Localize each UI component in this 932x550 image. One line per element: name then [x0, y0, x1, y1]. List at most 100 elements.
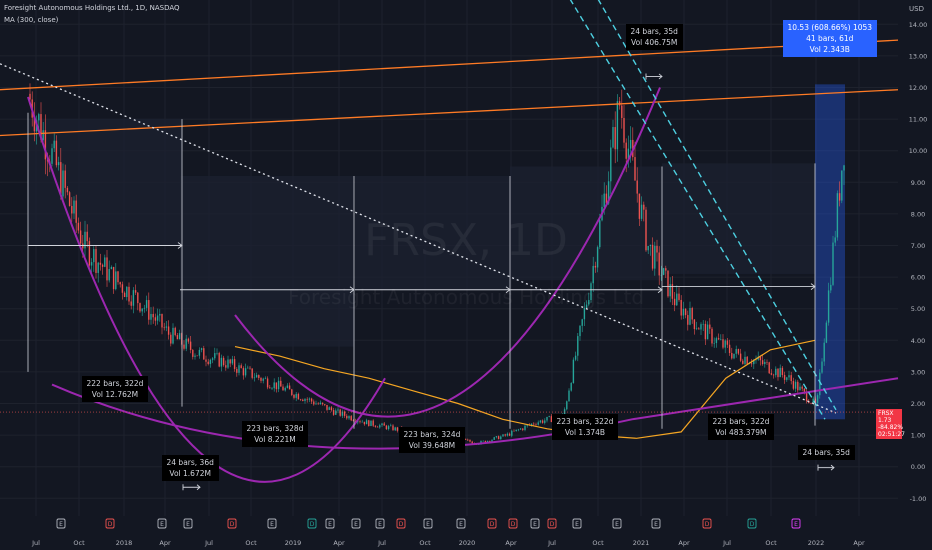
- event-label: E: [59, 521, 63, 528]
- candle-body: [792, 381, 795, 389]
- candle-body: [766, 361, 768, 363]
- candle-body: [302, 399, 304, 402]
- event-label: E: [160, 521, 164, 528]
- candle-body: [60, 162, 62, 197]
- candle-body: [746, 356, 748, 364]
- candle-body: [533, 423, 535, 425]
- candle-body: [733, 353, 735, 359]
- candle-body: [678, 293, 680, 300]
- candle-body: [231, 359, 234, 364]
- candle-body: [759, 356, 762, 361]
- candle-body: [269, 387, 271, 389]
- y-tick-label: 13.00: [909, 52, 928, 60]
- candle-body: [647, 246, 649, 251]
- chart-title: Foresight Autonomous Holdings Ltd., 1D, …: [4, 4, 180, 12]
- event-marker: [612, 518, 622, 529]
- y-tick-label: 5.00: [911, 305, 925, 313]
- candle-body: [273, 382, 275, 389]
- candle-body: [491, 439, 493, 442]
- candle-body: [596, 247, 599, 268]
- event-label: D: [399, 521, 404, 528]
- candle-body: [770, 373, 773, 375]
- y-tick-label: 3.00: [911, 368, 925, 376]
- event-marker: [351, 518, 361, 529]
- candle-body: [172, 327, 174, 344]
- candle-body: [93, 249, 95, 263]
- candle-body: [258, 375, 260, 378]
- candle-body: [379, 425, 381, 428]
- candle-body: [163, 327, 165, 329]
- candle-body: [464, 438, 467, 440]
- candle-body: [84, 231, 86, 249]
- candle-body: [546, 416, 548, 421]
- measure-label: 24 bars, 35d Vol 406.75M: [625, 23, 683, 50]
- event-marker: [307, 518, 317, 529]
- candle-body: [392, 425, 394, 431]
- event-label: D: [750, 521, 755, 528]
- candle-body: [159, 314, 161, 316]
- candle-body: [372, 420, 374, 426]
- event-marker: [157, 518, 167, 529]
- x-tick-label: Apr: [505, 539, 517, 547]
- event-marker: [105, 518, 115, 529]
- candle-body: [669, 284, 671, 297]
- candle-body: [772, 374, 775, 376]
- candle-body: [607, 181, 610, 204]
- candle-body: [68, 192, 71, 206]
- candles: [29, 83, 845, 446]
- candle-body: [57, 162, 60, 166]
- candle-body: [370, 420, 372, 427]
- candle-body: [764, 361, 766, 365]
- candle-body: [275, 382, 278, 390]
- candle-body: [222, 357, 225, 366]
- candle-body: [178, 333, 181, 340]
- candle-body: [62, 170, 64, 197]
- candle-body: [755, 359, 757, 361]
- candle-body: [383, 423, 385, 426]
- candle-body: [541, 420, 544, 423]
- candle-body: [599, 220, 601, 248]
- candle-body: [244, 368, 247, 376]
- candle-body: [209, 359, 212, 364]
- candle-body: [524, 425, 526, 430]
- cup-arc: [234, 87, 661, 418]
- selection-info-label: 10.53 (608.66%) 1053 41 bars, 61d Vol 2.34…: [782, 20, 878, 58]
- candle-body: [240, 365, 242, 369]
- candle-body: [662, 268, 665, 275]
- event-label: E: [186, 521, 190, 528]
- candle-body: [700, 324, 702, 330]
- candle-body: [284, 387, 286, 391]
- candle-body: [735, 349, 737, 354]
- candle-body: [262, 378, 264, 381]
- candle-body: [154, 317, 157, 321]
- shaded-zones: [28, 119, 815, 347]
- candle-body: [341, 411, 344, 416]
- shaded-zone: [28, 119, 182, 246]
- x-tick-label: 2019: [285, 539, 302, 547]
- candle-body: [603, 193, 605, 207]
- shaded-zone: [355, 175, 510, 290]
- candle-body: [570, 382, 572, 391]
- candle-body: [834, 237, 836, 243]
- candle-body: [242, 368, 245, 376]
- candle-body: [605, 193, 608, 204]
- candle-body: [282, 386, 284, 391]
- candle-body: [233, 359, 236, 369]
- candle-body: [728, 344, 731, 353]
- short-measure: [196, 484, 201, 491]
- y-axis: 14.00 13.00 12.00 11.00 10.00 9.00 8.00 7.00 6.0…: [909, 21, 928, 503]
- candle-body: [513, 430, 515, 432]
- y-tick-label: -1.00: [910, 495, 927, 503]
- candle-body: [288, 385, 291, 390]
- candle-body: [467, 439, 469, 441]
- candle-body: [112, 267, 115, 290]
- candle-body: [665, 268, 667, 271]
- x-tick-label: Jul: [722, 539, 731, 547]
- candle-body: [629, 139, 632, 149]
- candle-body: [695, 328, 698, 330]
- candle-body: [779, 367, 781, 378]
- candle-body: [508, 433, 511, 436]
- candle-body: [550, 416, 553, 423]
- candle-body: [671, 284, 674, 299]
